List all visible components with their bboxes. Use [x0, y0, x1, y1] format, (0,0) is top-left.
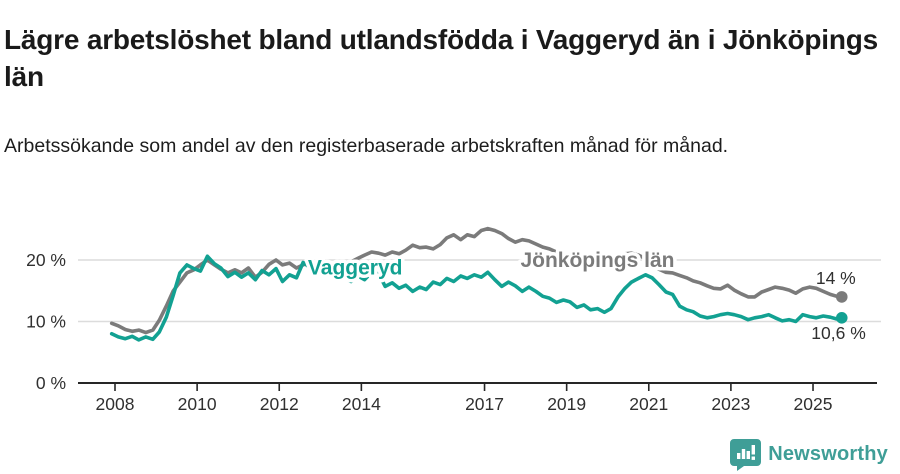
- series-end-value-label: 10,6 %: [811, 323, 865, 343]
- x-axis-tick-label: 2008: [96, 394, 135, 414]
- x-axis-tick-label: 2021: [629, 394, 668, 414]
- chart-subtitle: Arbetssökande som andel av den registerb…: [4, 134, 729, 157]
- series-inline-label: Vaggeryd: [308, 256, 403, 279]
- series-end-value-label: 14 %: [816, 268, 856, 288]
- x-axis-tick-label: 2010: [178, 394, 217, 414]
- series-end-dot: [835, 291, 848, 303]
- x-axis-tick-label: 2025: [794, 394, 833, 414]
- series-end-dot: [835, 312, 848, 324]
- brand-name: Newsworthy: [768, 442, 888, 465]
- chart-title: Lägre arbetslöshet bland utlandsfödda i …: [4, 23, 879, 92]
- newsworthy-logo-icon: [730, 438, 762, 471]
- series-line-vaggeryd: [109, 254, 844, 342]
- x-axis-tick-label: 2017: [465, 394, 504, 414]
- x-axis-tick-label: 2014: [342, 394, 381, 414]
- x-axis-tick-label: 2019: [547, 394, 586, 414]
- x-axis-tick-label: 2023: [711, 394, 750, 414]
- brand-footer: Newsworthy: [730, 437, 888, 471]
- series-inline-label: Jönköpings län: [520, 249, 674, 272]
- y-axis-tick-label: 0 %: [36, 373, 66, 393]
- y-axis-tick-label: 10 %: [26, 312, 66, 332]
- x-axis-tick-label: 2012: [260, 394, 299, 414]
- series-line-jonkopings-lan: [109, 226, 844, 335]
- y-axis-tick-label: 20 %: [26, 250, 66, 270]
